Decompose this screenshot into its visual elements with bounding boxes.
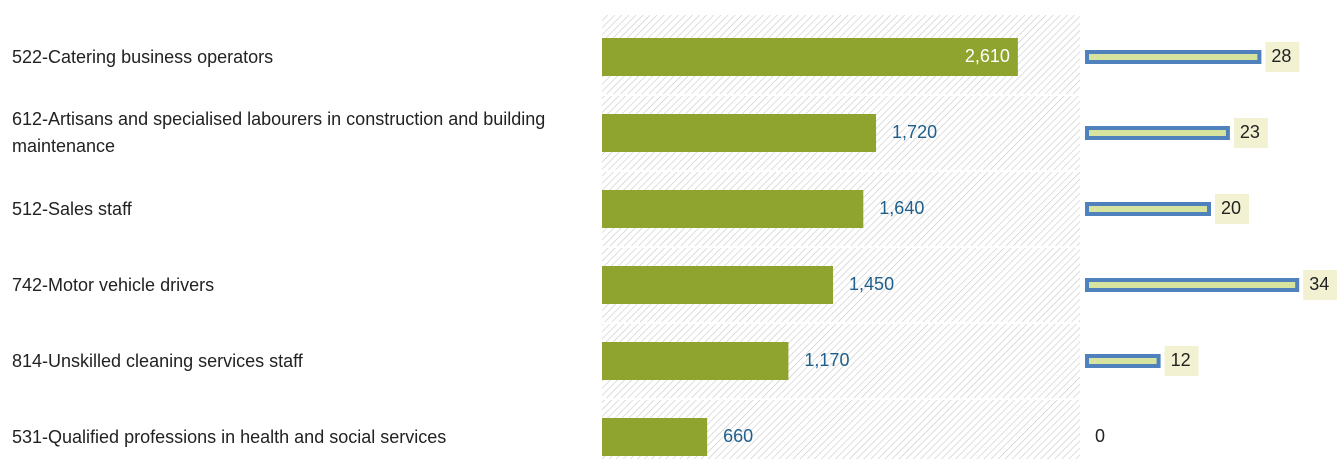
category-label: 814-Unskilled cleaning services staff (12, 350, 303, 371)
value-label: 23 (1240, 122, 1260, 142)
bar (1085, 278, 1300, 292)
category-label: 531-Qualified professions in health and … (12, 426, 447, 447)
bar (602, 114, 877, 152)
value-label-box (1233, 118, 1268, 148)
value-label: 2,610 (965, 46, 1010, 66)
value-label: 1,450 (849, 274, 894, 294)
value-label: 28 (1271, 46, 1291, 66)
bar (1085, 50, 1262, 64)
value-label: 20 (1221, 198, 1241, 218)
value-label-box (1089, 422, 1123, 452)
value-label: 1,170 (804, 350, 849, 370)
value-label: 1,640 (879, 198, 924, 218)
value-label-box (1215, 194, 1249, 224)
value-label: 34 (1309, 274, 1329, 294)
value-label: 0 (1095, 426, 1105, 446)
value-label-box (1265, 42, 1300, 72)
bar (1085, 202, 1211, 216)
chart: 2,610 1,720 1,640 1,450 1,170 660 28 23 20 34 12 0 (602, 15, 1337, 459)
bar (602, 418, 708, 456)
category-label: 612-Artisans and specialised labourers i… (12, 109, 546, 156)
value-label-box (1164, 346, 1199, 376)
value-label-box (1303, 270, 1337, 300)
bar (602, 38, 1018, 76)
category-label: 742-Motor vehicle drivers (12, 274, 215, 295)
page: 2,610 1,720 1,640 1,450 1,170 660 28 23 20 34 12 0 … (12, 15, 1337, 459)
bar (602, 342, 789, 380)
value-label: 660 (723, 426, 753, 446)
value-label: 12 (1171, 350, 1191, 370)
category-label: 512-Sales staff (12, 198, 132, 219)
bar (1085, 354, 1161, 368)
panel-background (602, 15, 1080, 459)
bar (602, 190, 864, 228)
category-label: 522-Catering business operators (12, 46, 274, 67)
bar (602, 266, 834, 304)
value-label: 1,720 (892, 122, 937, 142)
bar (1085, 126, 1230, 140)
